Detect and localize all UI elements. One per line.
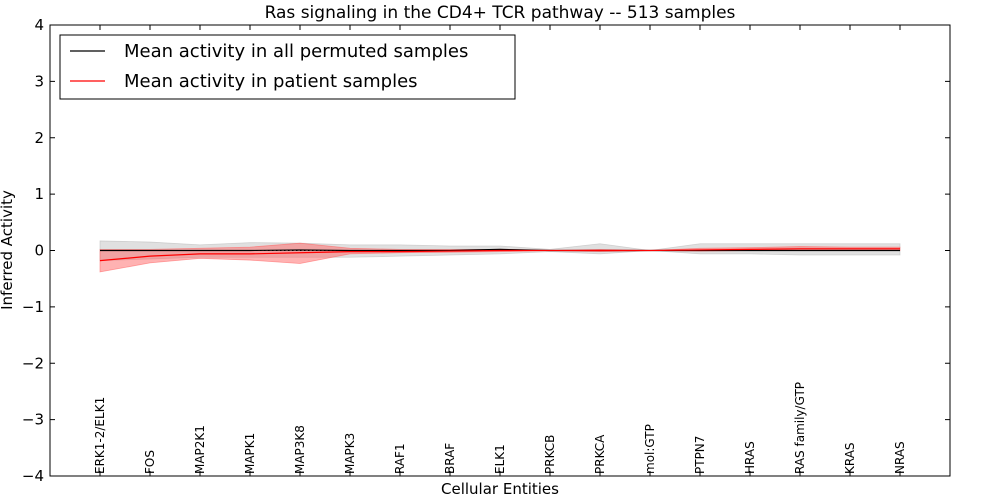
y-axis: 4 3 2 1 0 −1 −2 −3 −4 bbox=[22, 16, 950, 485]
y-tick-label: −4 bbox=[22, 467, 44, 485]
y-tick-label: 2 bbox=[34, 129, 44, 147]
y-axis-label: Inferred Activity bbox=[0, 190, 16, 310]
confidence-bands bbox=[99, 240, 901, 273]
y-tick-label: 1 bbox=[34, 185, 44, 203]
y-tick-label: −2 bbox=[22, 354, 44, 372]
x-category-label: mol:GTP bbox=[643, 424, 657, 474]
x-category-label: KRAS bbox=[843, 442, 857, 474]
legend-label-permuted: Mean activity in all permuted samples bbox=[124, 41, 468, 62]
y-tick-label: 0 bbox=[34, 242, 44, 260]
x-category-label: PRKCA bbox=[593, 434, 607, 474]
series-line-1 bbox=[99, 248, 900, 262]
x-category-label: RAF1 bbox=[393, 443, 407, 474]
legend-box bbox=[59, 34, 516, 100]
x-category-label: PRKCB bbox=[543, 435, 557, 474]
y-tick-label: −3 bbox=[22, 411, 44, 429]
x-category-label: MAPK1 bbox=[243, 433, 257, 474]
x-category-label: BRAF bbox=[443, 443, 457, 474]
y-tick-label: −1 bbox=[22, 298, 44, 316]
x-category-label: MAP2K1 bbox=[193, 425, 207, 474]
chart-title: Ras signaling in the CD4+ TCR pathway --… bbox=[265, 3, 736, 23]
x-category-label: HRAS bbox=[743, 441, 757, 474]
x-category-label: MAPK3 bbox=[343, 433, 357, 474]
x-category-label: MAP3K8 bbox=[293, 425, 307, 474]
legend: Mean activity in all permuted samples Me… bbox=[59, 34, 516, 100]
y-tick-label: 4 bbox=[34, 16, 44, 34]
series-line-0 bbox=[100, 248, 900, 252]
x-category-label: ERK1-2/ELK1 bbox=[93, 397, 107, 474]
x-axis: ERK1-2/ELK1 FOS MAP2K1 MAPK1 MAP3K8 MAPK3 RAF1… bbox=[93, 25, 907, 476]
x-category-label: ELK1 bbox=[493, 444, 507, 474]
x-category-label: PTPN7 bbox=[693, 436, 707, 474]
y-tick-label: 3 bbox=[34, 72, 44, 90]
x-category-label: RAS family/GTP bbox=[793, 382, 807, 474]
legend-label-patient: Mean activity in patient samples bbox=[124, 71, 418, 92]
x-category-label: FOS bbox=[143, 450, 157, 474]
x-category-label: NRAS bbox=[893, 441, 907, 474]
x-axis-label: Cellular Entities bbox=[441, 480, 559, 498]
series-lines bbox=[99, 248, 900, 262]
